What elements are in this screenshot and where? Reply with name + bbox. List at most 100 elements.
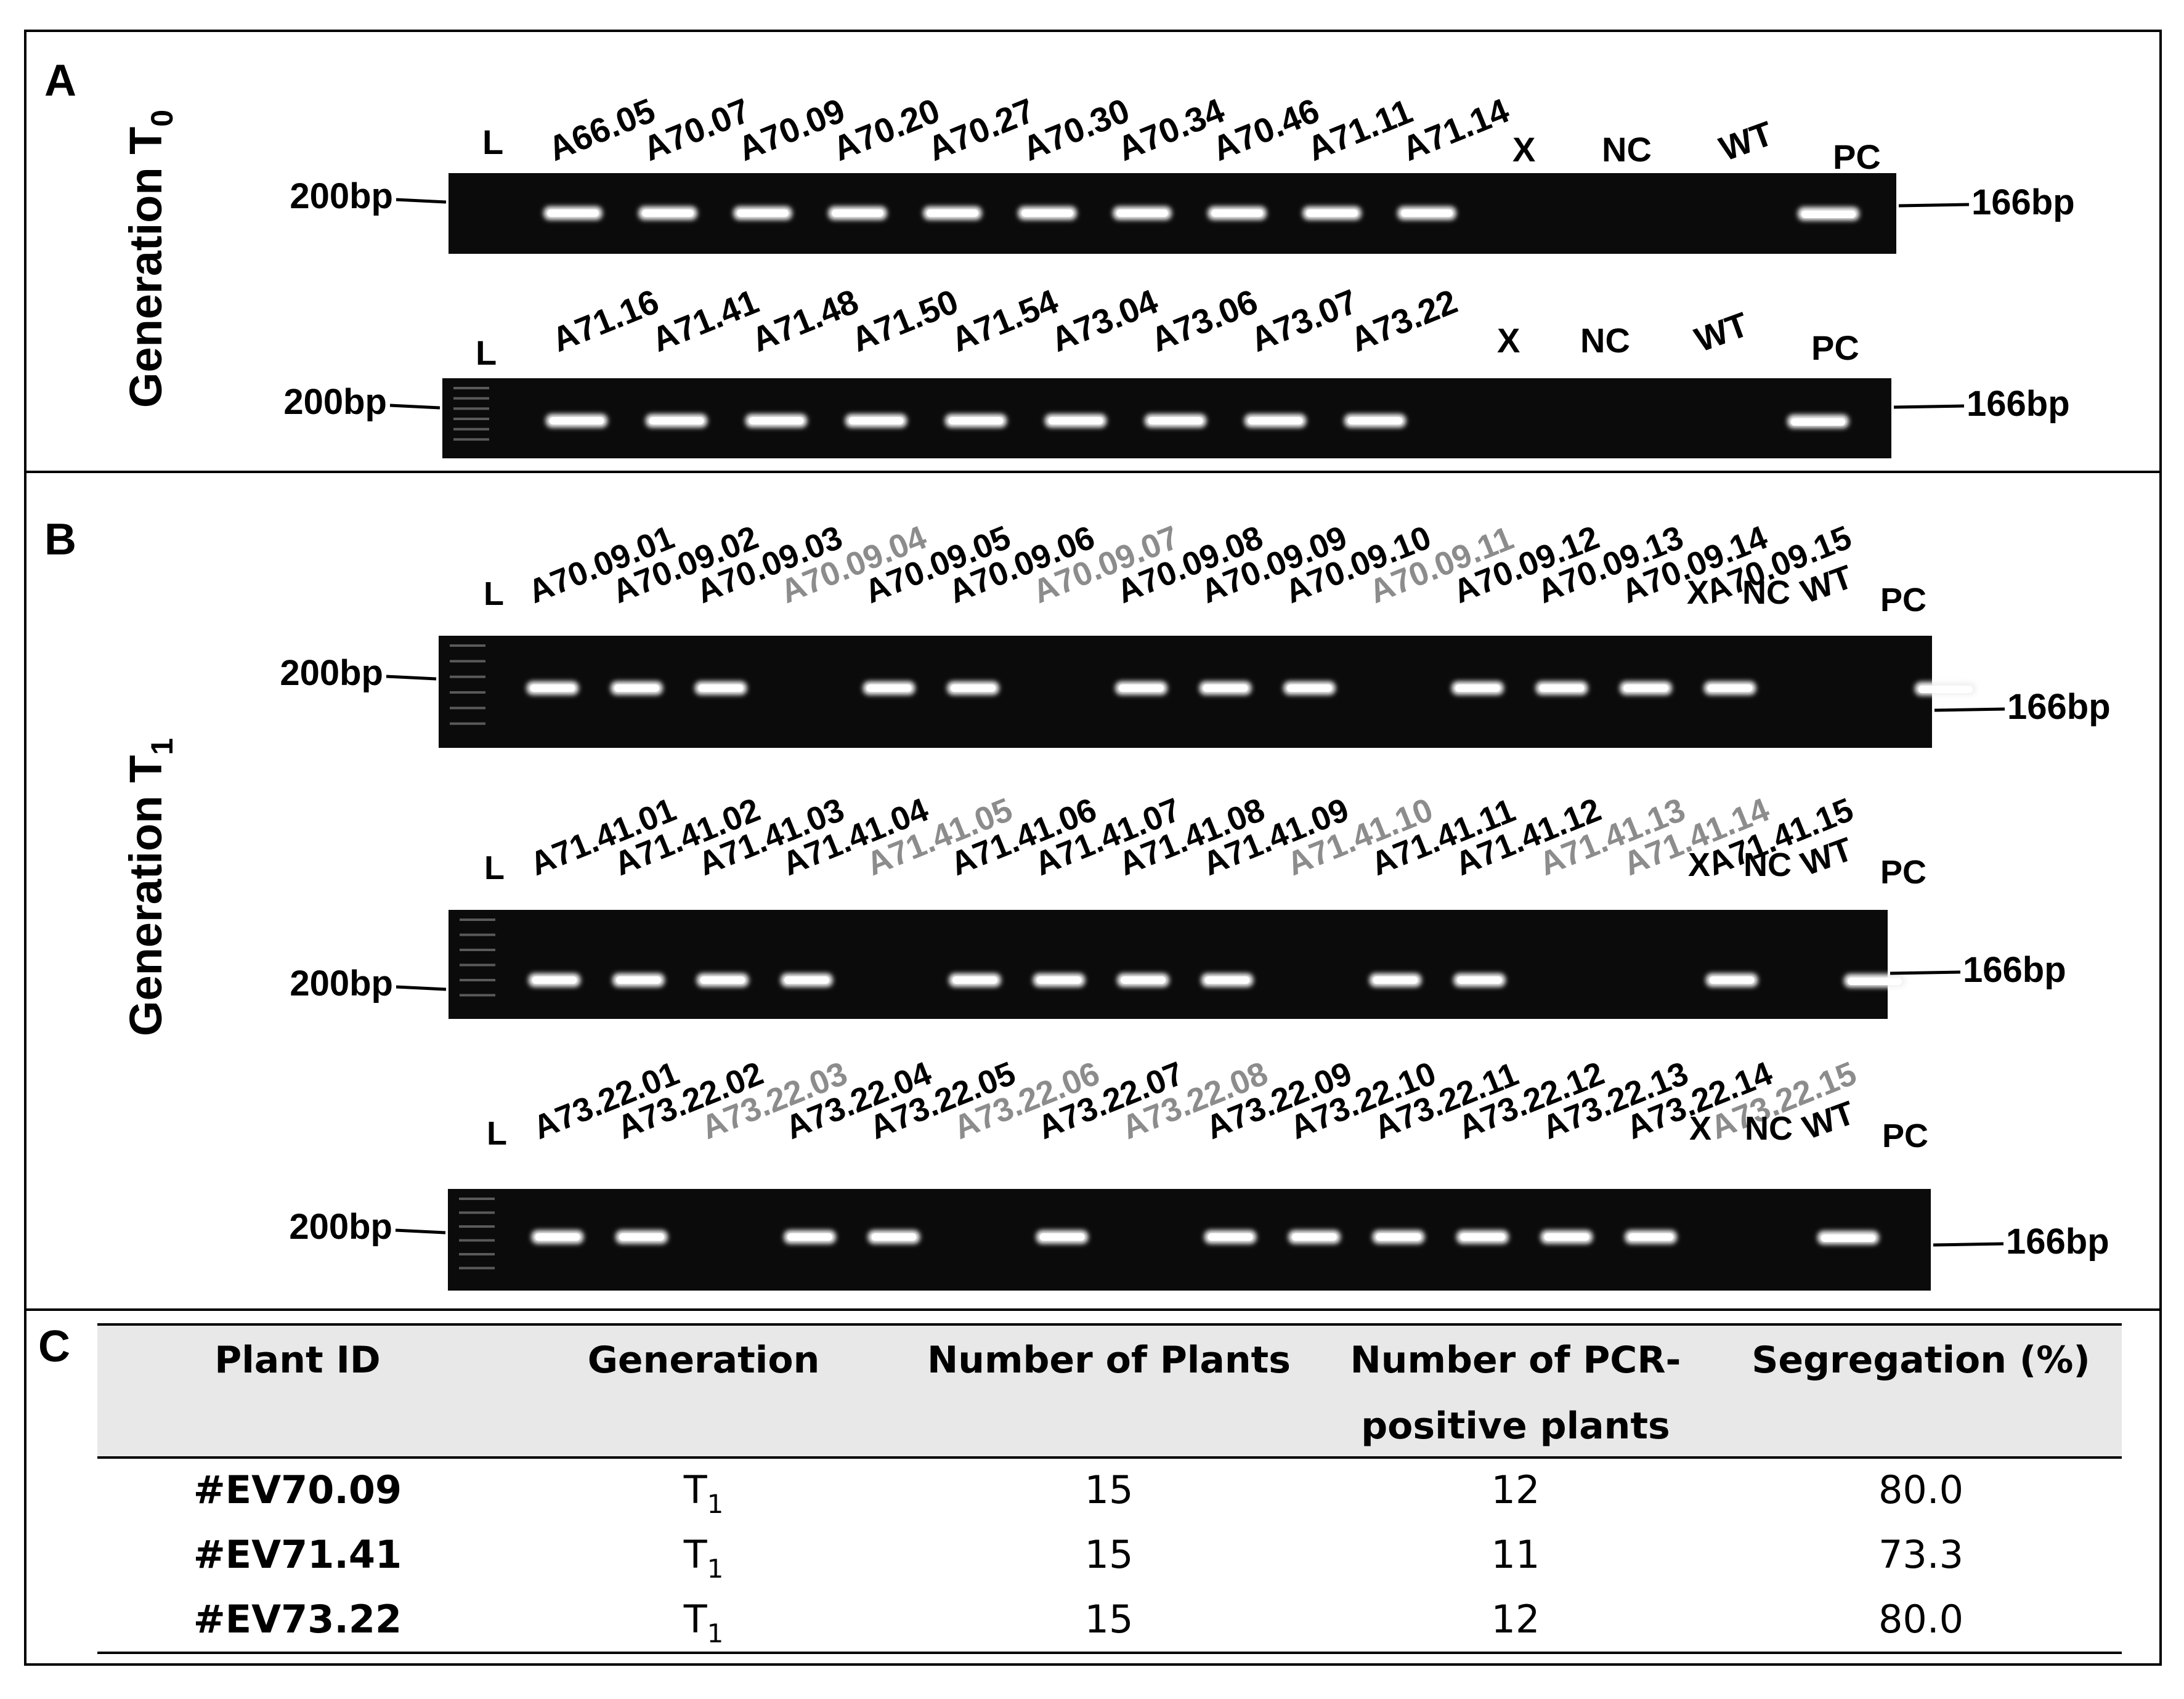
header-number-of-plants: Number of Plants [927,1339,1291,1382]
band-core [749,417,804,424]
gel-b2-ladder-band [460,963,495,967]
band-core [619,1233,664,1241]
band-core [951,684,996,692]
band-core [1455,684,1500,692]
row-number-of-plants: 15 [1085,1467,1134,1512]
gel-b1-ladder-band [450,660,485,663]
gel-a2-ladder-band [453,387,489,389]
gel-b3-ladder-band [459,1253,495,1255]
control-lane-label: WT [1690,304,1753,359]
lane-label: A71.41 [646,282,764,359]
gel-b3-right-marker-label: 166bp [2006,1222,2109,1262]
row-segregation: 73.3 [1878,1532,1963,1577]
gel-b2-ladder-band [460,933,495,936]
row-segregation: 80.0 [1878,1597,1963,1642]
row-pcr-positive: 12 [1492,1467,1540,1512]
control-lane-label: PC [1880,854,1926,891]
row-plant-id: #EV73.22 [193,1597,402,1642]
gel-b1-right-marker-line [1934,707,2005,712]
control-band-core [1791,418,1845,426]
band-core [1628,1233,1673,1241]
control-lane-label: NC [1745,1110,1793,1147]
band-core [1021,209,1073,217]
control-lane-label: X [1497,321,1520,360]
band-core [848,417,904,424]
gel-a1-left-marker-label: 200bp [290,176,393,216]
row-pcr-positive: 11 [1492,1532,1540,1577]
band-core [787,1233,832,1241]
band-core [614,684,659,692]
lane-label: A73.06 [1145,282,1263,359]
band-core [1248,417,1303,424]
band-core [1119,684,1164,692]
gel-a1-ladder-label: L [482,123,503,161]
table-row: #EV70.09 T1 15 12 80.0 [193,1467,1963,1519]
lane-label: A70.27 [922,91,1040,168]
row-generation: T1 [683,1597,724,1648]
band-core [549,417,604,424]
band-core [698,684,744,692]
gel-b2-ladder-band [460,994,495,997]
gel-b1-ladder-band [450,644,485,647]
gel-b2-ladder-band [460,979,495,981]
row-segregation: 80.0 [1878,1467,1963,1512]
control-lane-label: NC [1742,574,1790,611]
control-lane-label: X [1689,1110,1711,1147]
band-core [1287,684,1332,692]
gel-b3-right-marker-line [1933,1242,2004,1247]
control-lane-label: WT [1715,113,1778,168]
gel-b1-ladder-band [450,707,485,710]
lane-label: A66.05 [543,91,660,168]
table-header-background [97,1324,2122,1458]
panel-b-letter: B [44,515,76,564]
gel-b3-ladder-band [459,1198,495,1200]
control-lane-label: PC [1880,582,1926,618]
control-band-core [1801,211,1856,218]
gel-a2-left-marker-line [389,403,440,410]
gel-a1-left-marker-line [396,198,447,204]
lane-label: A73.07 [1245,282,1363,359]
panel-a-letter: A [44,56,76,105]
band-core [1347,417,1403,424]
band-core [1707,684,1753,692]
lane-label: A71.11 [1302,91,1418,168]
gel-b2-left-marker-label: 200bp [290,963,393,1004]
lane-label: A70.46 [1207,91,1325,168]
gel-b1-background [439,636,1932,748]
gel-images: L A66.05A70.07A70.09A70.20A70.27A70.30A70… [280,91,2111,1291]
band-core [1544,1233,1589,1241]
gel-b1-left-marker-label: 200bp [280,653,383,693]
lane-label: A70.30 [1017,91,1135,168]
control-band-core [1821,1235,1875,1242]
lane-label: A71.16 [546,282,664,359]
lane-label: A71.54 [946,282,1063,359]
band-core [1373,976,1418,984]
gel-a1-right-marker-line [1898,203,1970,208]
gel-a2-ladder-band [453,407,489,410]
control-lane-label: PC [1882,1117,1928,1154]
band-core [649,417,704,424]
band-core [1709,976,1755,984]
control-lane-label: NC [1580,321,1630,360]
gel-b3-left-marker-label: 200bp [289,1207,392,1247]
control-lane-label: X [1688,846,1710,883]
lane-label: A70.07 [638,91,755,168]
segregation-table: Plant ID Generation Number of Plants Num… [97,1323,2122,1654]
gel-b1-ladder-label: L [484,575,504,612]
band-core [1036,976,1082,984]
gel-b2-ladder-label: L [484,849,505,886]
band-core [1401,209,1453,217]
band-core [832,209,883,217]
row-generation: T1 [683,1467,724,1519]
band-core [927,209,978,217]
gel-b3-ladder-band [459,1267,495,1270]
control-lane-label: PC [1811,328,1859,367]
gel-b2-ladder-band [460,918,495,921]
band-core [871,1233,917,1241]
band-core [535,1233,580,1241]
band-core [1116,209,1168,217]
band-core [784,976,829,984]
band-core [1208,1233,1253,1241]
gel-b1-ladder-band [450,675,485,678]
band-core [530,684,575,692]
